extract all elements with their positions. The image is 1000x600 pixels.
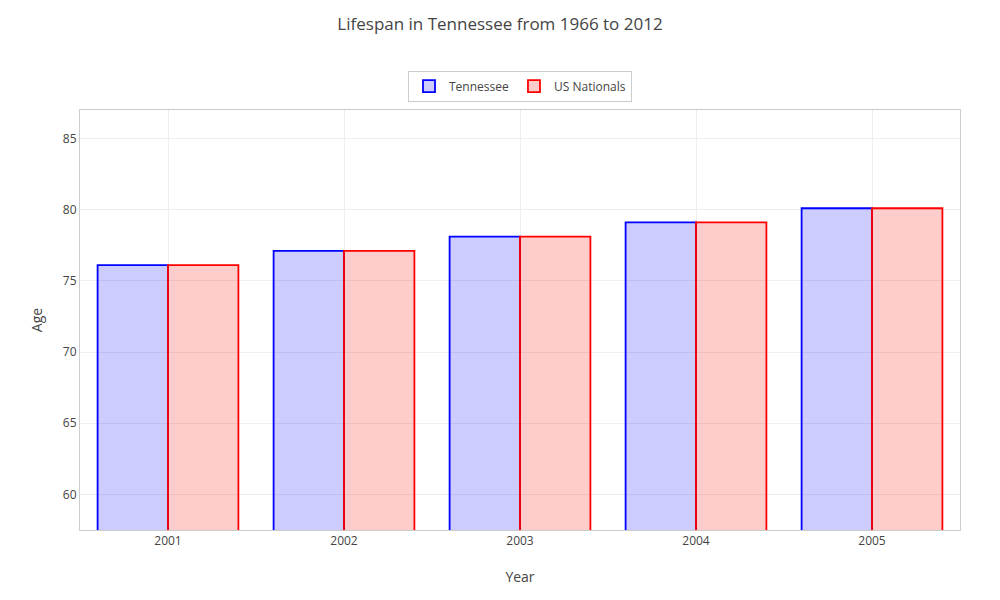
svg-text:85: 85: [63, 130, 77, 147]
svg-text:2004: 2004: [682, 532, 710, 549]
svg-text:Tennessee: Tennessee: [449, 78, 509, 95]
svg-text:2003: 2003: [506, 532, 534, 549]
svg-text:65: 65: [63, 414, 77, 431]
svg-text:US Nationals: US Nationals: [554, 78, 626, 95]
svg-text:2005: 2005: [858, 532, 886, 549]
svg-text:70: 70: [63, 343, 77, 360]
svg-text:75: 75: [63, 272, 77, 289]
svg-text:80: 80: [63, 201, 77, 218]
svg-text:Age: Age: [27, 308, 46, 332]
svg-text:2001: 2001: [154, 532, 181, 549]
svg-text:Year: Year: [505, 567, 534, 586]
svg-text:60: 60: [63, 486, 77, 503]
svg-text:2002: 2002: [330, 532, 358, 549]
svg-text:Lifespan in Tennessee from 196: Lifespan in Tennessee from 1966 to 2012: [337, 12, 662, 35]
